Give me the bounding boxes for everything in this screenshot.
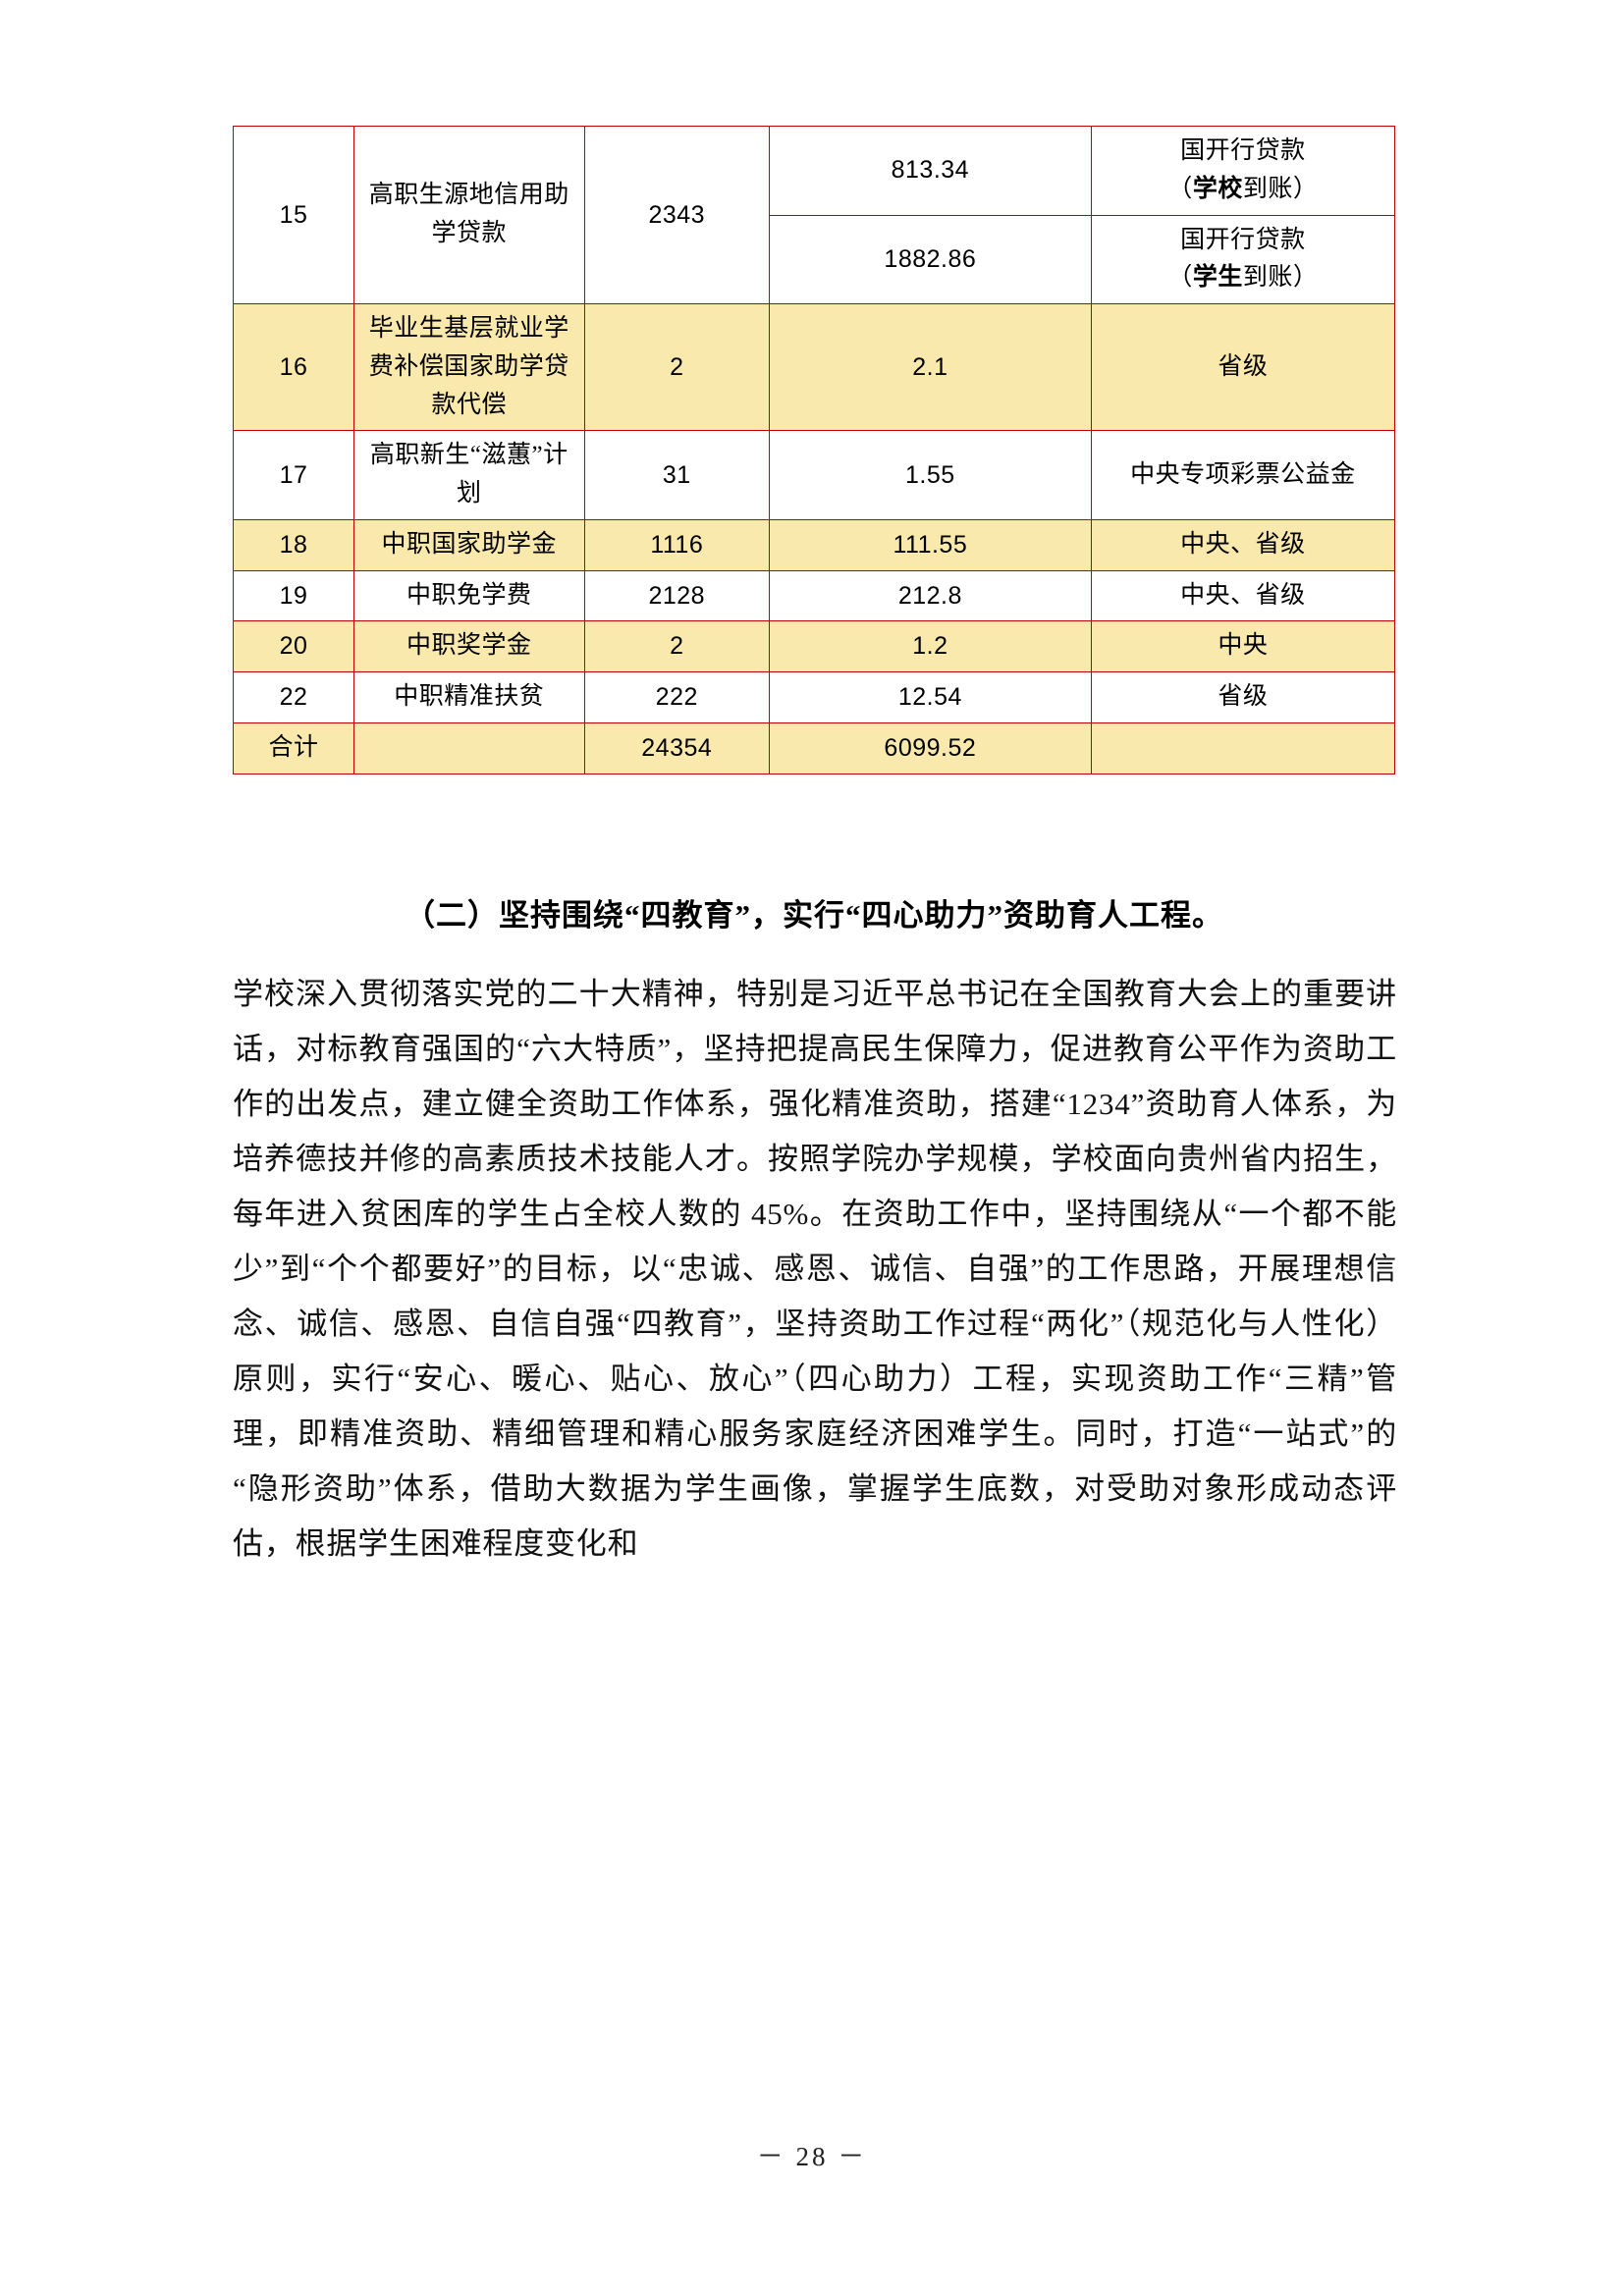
total-empty-cell	[353, 721, 585, 774]
row-source-cell: 中央	[1090, 620, 1396, 672]
row-index-cell: 22	[233, 671, 354, 723]
source-tail: 到账	[1242, 264, 1293, 292]
total-count-cell: 24354	[583, 721, 771, 774]
body-paragraph: 学校深入贯彻落实党的二十大精神，特别是习近平总书记在全国教育大会上的重要讲话，对…	[233, 977, 1397, 1561]
row-source-cell: 省级	[1090, 671, 1396, 723]
row-amount-cell: 1.55	[769, 430, 1092, 520]
row-amount-cell: 1.2	[769, 620, 1092, 672]
source-line-secondary: （学校到账）	[1167, 175, 1319, 202]
table-row: 20 中职奖学金 2 1.2 中央	[233, 620, 1396, 672]
page-number-footer: － 28 －	[756, 2142, 868, 2171]
funding-table-container: 15 高职生源地信用助学贷款 2343 813.34 国开行贷款 （学校到账） …	[233, 126, 1396, 774]
source-emphasis: 学生	[1192, 264, 1243, 292]
row-source-cell: 国开行贷款 （学生到账）	[1090, 214, 1396, 304]
row-count-cell: 31	[583, 430, 771, 520]
row-amount-cell: 2.1	[769, 302, 1092, 432]
row-count-cell: 2	[583, 302, 771, 432]
row-source-cell: 中央、省级	[1090, 518, 1396, 571]
row-amount-cell: 1882.86	[769, 214, 1092, 304]
table-row: 18 中职国家助学金 1116 111.55 中央、省级	[233, 518, 1396, 571]
table-row: 22 中职精准扶贫 222 12.54 省级	[233, 671, 1396, 723]
row-amount-cell: 212.8	[769, 569, 1092, 622]
row-index-cell: 17	[233, 430, 354, 520]
funding-table-body: 15 高职生源地信用助学贷款 2343 813.34 国开行贷款 （学校到账） …	[233, 126, 1396, 774]
row-source-cell: 国开行贷款 （学校到账）	[1090, 126, 1396, 216]
source-line-primary: 国开行贷款	[1180, 137, 1306, 164]
total-label-cell: 合计	[233, 721, 354, 774]
row-index-cell: 19	[233, 569, 354, 622]
row-project-cell: 中职奖学金	[353, 620, 585, 672]
row-source-cell: 中央专项彩票公益金	[1090, 430, 1396, 520]
row-amount-cell: 813.34	[769, 126, 1092, 216]
row-count-cell: 1116	[583, 518, 771, 571]
source-line-secondary: （学生到账）	[1167, 264, 1319, 292]
row-source-cell: 中央、省级	[1090, 569, 1396, 622]
row-project-cell: 中职国家助学金	[353, 518, 585, 571]
row-index-cell: 16	[233, 302, 354, 432]
row-index-cell: 18	[233, 518, 354, 571]
row-index-cell: 15	[233, 126, 354, 304]
source-line-primary: 国开行贷款	[1180, 226, 1306, 253]
table-row: 16 毕业生基层就业学费补偿国家助学贷款代偿 2 2.1 省级	[233, 302, 1396, 432]
row-count-cell: 2128	[583, 569, 771, 622]
source-emphasis: 学校	[1192, 175, 1243, 202]
row-count-cell: 222	[583, 671, 771, 723]
row-project-cell: 高职生源地信用助学贷款	[353, 126, 585, 304]
row-project-cell: 中职免学费	[353, 569, 585, 622]
table-row: 1882.86 国开行贷款 （学生到账）	[234, 214, 1396, 304]
row-project-cell: 毕业生基层就业学费补偿国家助学贷款代偿	[353, 302, 585, 432]
table-total-row: 合计 24354 6099.52	[233, 721, 1396, 774]
table-row: 15 高职生源地信用助学贷款 2343 813.34 国开行贷款 （学校到账）	[233, 126, 1396, 304]
table-row: 17 高职新生“滋蕙”计划 31 1.55 中央专项彩票公益金	[233, 430, 1396, 520]
row-project-cell: 中职精准扶贫	[353, 671, 585, 723]
body-text-block: 学校深入贯彻落实党的二十大精神，特别是习近平总书记在全国教育大会上的重要讲话，对…	[233, 967, 1397, 1572]
row-amount-cell: 12.54	[769, 671, 1092, 723]
source-tail: 到账	[1242, 175, 1293, 202]
row-source-cell: 省级	[1090, 302, 1396, 432]
total-amount-cell: 6099.52	[769, 721, 1092, 774]
total-source-cell	[1090, 721, 1396, 774]
row-amount-cell: 111.55	[769, 518, 1092, 571]
row-count-cell: 2343	[583, 126, 771, 304]
row-index-cell: 20	[233, 620, 354, 672]
row-project-cell: 高职新生“滋蕙”计划	[353, 430, 585, 520]
table-row: 19 中职免学费 2128 212.8 中央、省级	[233, 569, 1396, 622]
funding-detail-table: 15 高职生源地信用助学贷款 2343 813.34 国开行贷款 （学校到账） …	[233, 126, 1396, 774]
row-count-cell: 2	[583, 620, 771, 672]
section-heading: （二）坚持围绕“四教育”，实行“四心助力”资助育人工程。	[405, 898, 1223, 933]
